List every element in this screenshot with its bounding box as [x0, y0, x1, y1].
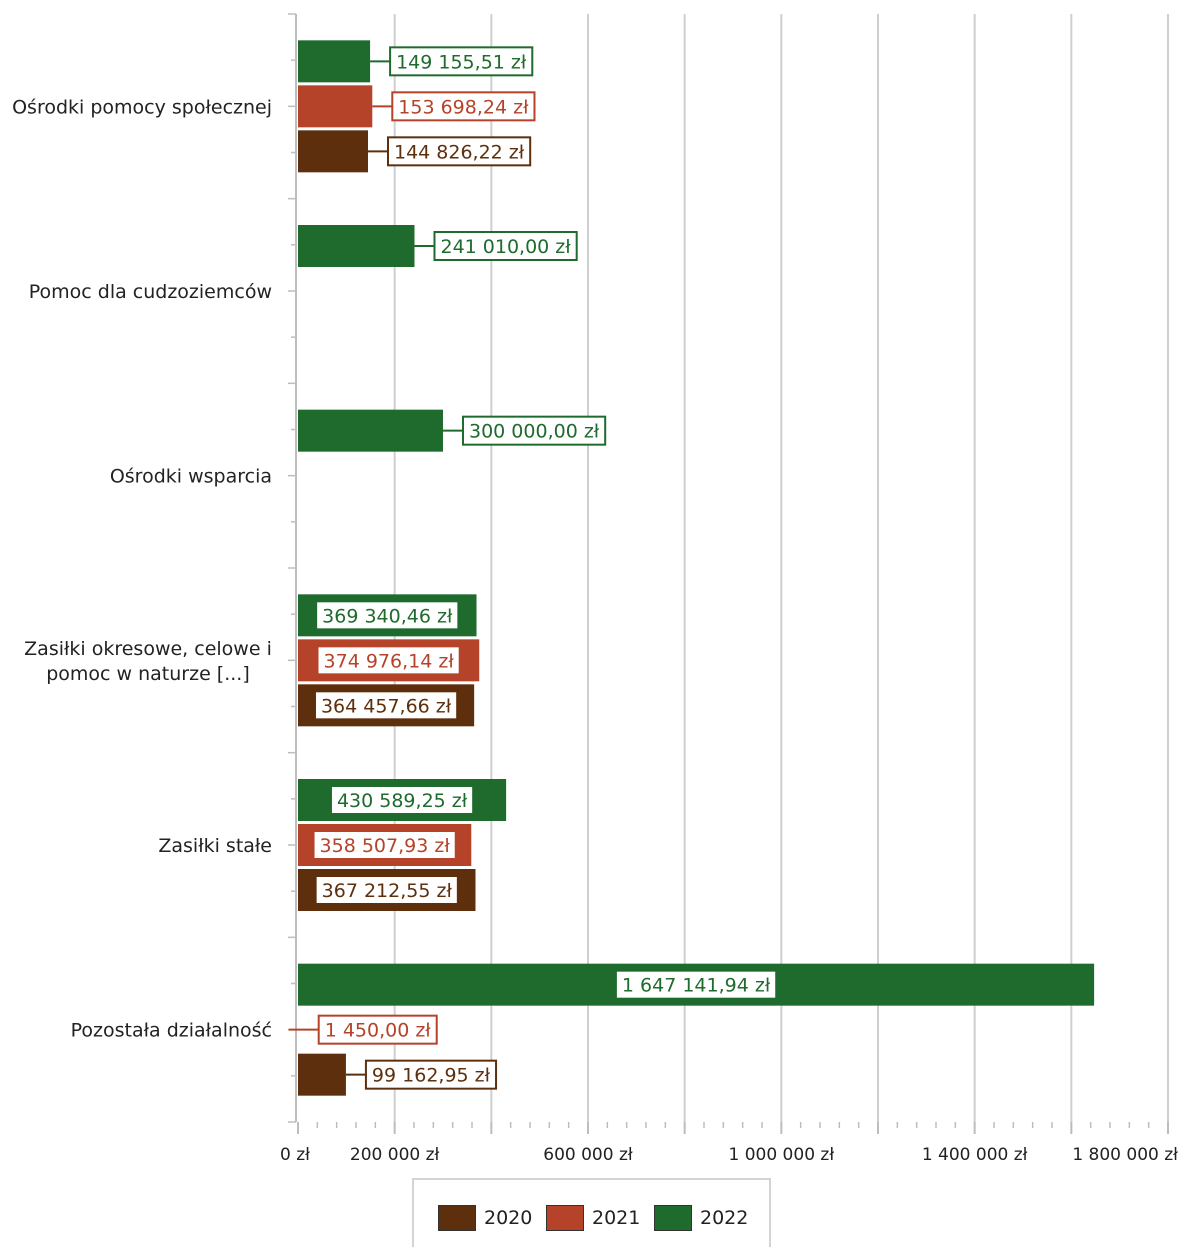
- data-label-box: [614, 969, 778, 1000]
- category-label: Zasiłki stałe: [158, 835, 272, 857]
- x-tick-label: 1 800 000 zł: [1072, 1145, 1178, 1165]
- x-tick-label: 600 000 zł: [543, 1145, 633, 1165]
- data-label: 369 340,46 zł: [322, 605, 453, 627]
- bar: [298, 1053, 346, 1096]
- data-label-box: [329, 785, 475, 815]
- legend-swatch-2021: [546, 1205, 584, 1231]
- data-label-box: [386, 136, 532, 167]
- legend-swatch-2022: [654, 1205, 692, 1231]
- data-label: 144 826,22 zł: [394, 141, 525, 163]
- legend-item-2021[interactable]: 2021: [546, 1204, 640, 1232]
- legend: 2020 2021 2022: [412, 1178, 771, 1247]
- data-label: 367 212,55 zł: [322, 880, 453, 902]
- category-label: Ośrodki wsparcia: [110, 466, 272, 488]
- data-label-box: [314, 875, 459, 905]
- legend-label-2022: 2022: [700, 1207, 749, 1229]
- x-tick-label: 0 zł: [280, 1145, 310, 1165]
- category-label: Pozostała działalność: [71, 1020, 272, 1042]
- data-label-box: [364, 1059, 498, 1090]
- legend-label-2021: 2021: [592, 1207, 641, 1229]
- legend-label-2020: 2020: [484, 1207, 533, 1229]
- data-label-box: [462, 415, 607, 446]
- bar-chart: 0 zł 200 000 zł 600 000 zł 1 000 000 zł 1 40…: [12, 13, 1178, 1165]
- data-label: 358 507,93 zł: [320, 835, 451, 857]
- category-label: Pomoc dla cudzoziemców: [29, 281, 272, 303]
- data-label: 1 647 141,94 zł: [622, 975, 771, 997]
- bar: [298, 40, 371, 83]
- data-label-box: [312, 830, 457, 860]
- data-label-box: [313, 690, 459, 721]
- data-label-box: [317, 1014, 438, 1045]
- legend-item-2022[interactable]: 2022: [654, 1204, 748, 1232]
- category-label: Ośrodki pomocy społecznej: [12, 96, 272, 118]
- data-label-box: [433, 231, 578, 261]
- x-tick-label: 1 000 000 zł: [728, 1145, 834, 1165]
- data-label: 374 976,14 zł: [324, 650, 455, 672]
- data-label-box: [391, 91, 536, 122]
- data-label-box: [315, 600, 460, 631]
- bar: [298, 409, 443, 452]
- bar: [298, 130, 368, 173]
- data-label: 149 155,51 zł: [396, 51, 527, 73]
- data-label: 1 450,00 zł: [325, 1020, 432, 1042]
- data-label: 241 010,00 zł: [440, 236, 571, 258]
- data-label: 364 457,66 zł: [321, 695, 452, 717]
- data-label: 430 589,25 zł: [337, 790, 468, 812]
- data-label: 99 162,95 zł: [372, 1065, 491, 1087]
- bar: [298, 225, 415, 267]
- data-label-box: [316, 645, 461, 676]
- data-label: 300 000,00 zł: [469, 421, 600, 443]
- x-tick-label: 200 000 zł: [350, 1145, 440, 1165]
- data-label-box: [389, 46, 534, 77]
- bar: [298, 85, 373, 128]
- legend-swatch-2020: [438, 1205, 476, 1231]
- x-tick-label: 1 400 000 zł: [922, 1145, 1028, 1165]
- category-label: pomoc w naturze [...]: [46, 663, 250, 685]
- data-label: 153 698,24 zł: [398, 96, 529, 118]
- legend-item-2020[interactable]: 2020: [438, 1204, 532, 1232]
- category-label: Zasiłki okresowe, celowe i: [24, 638, 272, 660]
